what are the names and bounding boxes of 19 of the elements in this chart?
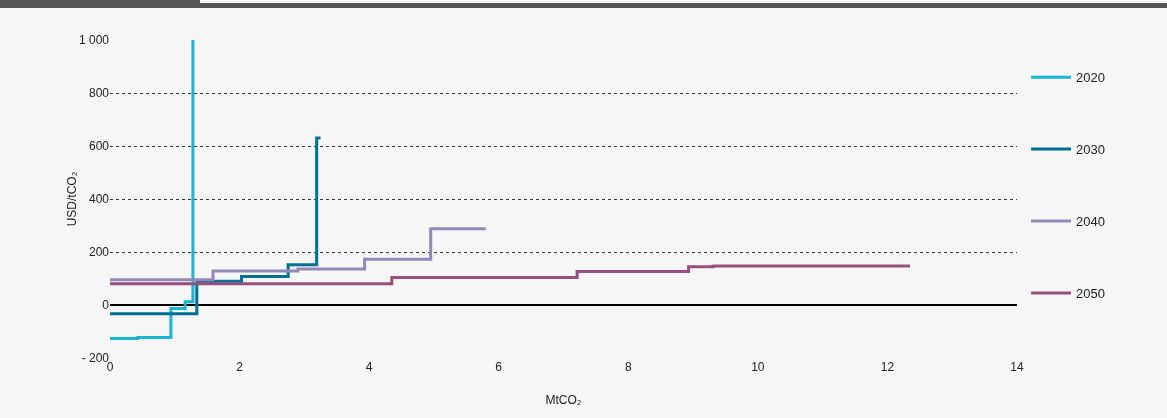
- x-tick-label: 6: [495, 360, 503, 374]
- x-tick-label: 2: [236, 360, 244, 374]
- x-tick-label: 4: [365, 360, 373, 374]
- legend-label: 2020: [1076, 70, 1105, 86]
- y-tick-label: 600: [88, 139, 110, 154]
- y-tick-label: 400: [88, 192, 110, 207]
- y-tick-label: 800: [88, 86, 110, 101]
- legend-label: 2050: [1076, 285, 1105, 301]
- y-tick-label: 200: [88, 245, 110, 260]
- y-axis-title: USD/tCO₂: [65, 171, 79, 227]
- x-tick-label: 12: [880, 360, 895, 374]
- legend-label: 2030: [1076, 142, 1105, 158]
- x-tick-label: 14: [1010, 360, 1024, 374]
- x-tick-label: 8: [624, 360, 632, 374]
- x-axis-title: MtCO₂: [545, 393, 582, 407]
- y-tick-label: 0: [102, 298, 110, 313]
- x-tick-label: 10: [751, 360, 765, 374]
- legend-label: 2040: [1076, 214, 1105, 230]
- y-tick-label: 1 000: [78, 33, 110, 48]
